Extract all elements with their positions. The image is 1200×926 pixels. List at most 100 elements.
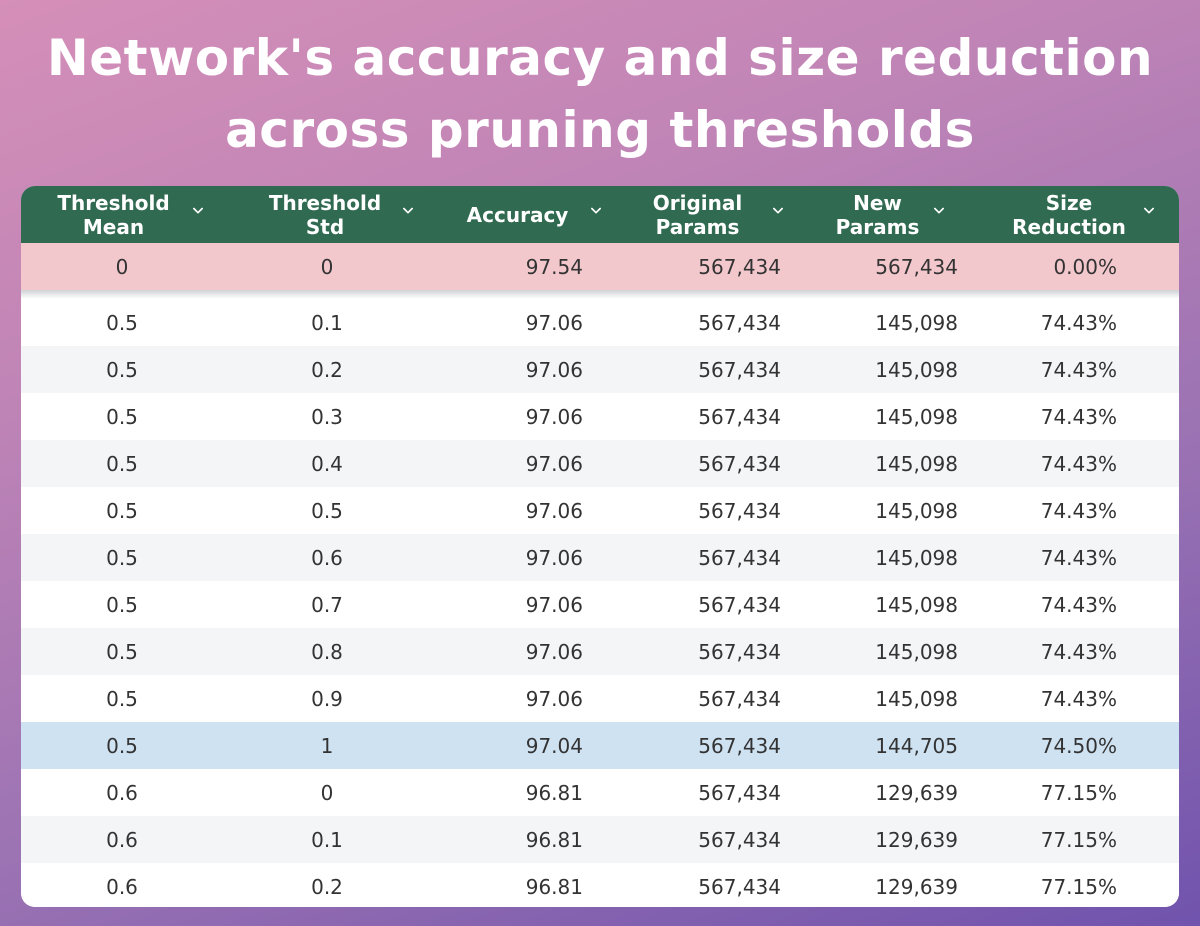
- cell-size-reduction: 74.43%: [1040, 404, 1117, 429]
- chevron-down-icon[interactable]: [193, 206, 203, 216]
- cell-new-params: 145,098: [875, 686, 958, 711]
- chevron-down-icon[interactable]: [591, 206, 601, 216]
- cell-new-params: 145,098: [875, 451, 958, 476]
- column-header-label: New Params: [835, 190, 920, 239]
- cell-threshold-mean: 0.5: [106, 451, 138, 476]
- column-header-label: Threshold Mean: [57, 190, 170, 239]
- cell-threshold-std: 0.2: [311, 874, 343, 899]
- table-row[interactable]: 0.5 1 97.04 567,434 144,705 74.50%: [21, 722, 1179, 769]
- cell-size-reduction: 0.00%: [1053, 254, 1117, 279]
- cell-threshold-std: 0.5: [311, 498, 343, 523]
- column-header-threshold-std[interactable]: Threshold Std: [226, 186, 436, 243]
- table-row[interactable]: 0.5 0.2 97.06 567,434 145,098 74.43%: [21, 346, 1179, 393]
- table-row[interactable]: 0.5 0.8 97.06 567,434 145,098 74.43%: [21, 628, 1179, 675]
- table-row[interactable]: 0.6 0 96.81 567,434 129,639 77.15%: [21, 769, 1179, 816]
- cell-threshold-mean: 0.6: [106, 827, 138, 852]
- pinned-row-divider: [21, 290, 1179, 299]
- cell-accuracy: 97.06: [525, 545, 583, 570]
- cell-accuracy: 97.06: [525, 639, 583, 664]
- column-header-original-params[interactable]: Original Params: [611, 186, 796, 243]
- page-title: Network's accuracy and size reduction ac…: [0, 22, 1200, 166]
- table-row[interactable]: 0.5 0.5 97.06 567,434 145,098 74.43%: [21, 487, 1179, 534]
- cell-original-params: 567,434: [698, 498, 781, 523]
- cell-threshold-std: 0.3: [311, 404, 343, 429]
- cell-size-reduction: 74.43%: [1040, 357, 1117, 382]
- column-header-new-params[interactable]: New Params: [796, 186, 971, 243]
- cell-threshold-std: 0.9: [311, 686, 343, 711]
- column-header-size-reduction[interactable]: Size Reduction: [971, 186, 1179, 243]
- cell-new-params: 145,098: [875, 310, 958, 335]
- cell-threshold-mean: 0.5: [106, 404, 138, 429]
- cell-threshold-mean: 0: [115, 254, 129, 279]
- cell-size-reduction: 74.43%: [1040, 686, 1117, 711]
- table-row[interactable]: 0.6 0.2 96.81 567,434 129,639 77.15%: [21, 863, 1179, 907]
- cell-new-params: 145,098: [875, 357, 958, 382]
- chevron-down-icon[interactable]: [934, 206, 944, 216]
- table-row[interactable]: 0.5 0.7 97.06 567,434 145,098 74.43%: [21, 581, 1179, 628]
- chevron-down-icon[interactable]: [1144, 206, 1154, 216]
- data-table: Threshold Mean Threshold Std Accuracy Origi…: [21, 186, 1179, 907]
- cell-accuracy: 97.54: [525, 254, 583, 279]
- cell-threshold-mean: 0.5: [106, 357, 138, 382]
- cell-new-params: 129,639: [875, 874, 958, 899]
- pinned-row-container: 0 0 97.54 567,434 567,434 0.00%: [21, 243, 1179, 290]
- cell-threshold-std: 0.6: [311, 545, 343, 570]
- cell-threshold-mean: 0.5: [106, 545, 138, 570]
- cell-threshold-std: 0.1: [311, 827, 343, 852]
- cell-original-params: 567,434: [698, 827, 781, 852]
- cell-threshold-std: 0: [320, 254, 334, 279]
- cell-threshold-mean: 0.6: [106, 874, 138, 899]
- pinned-row[interactable]: 0 0 97.54 567,434 567,434 0.00%: [21, 243, 1179, 290]
- cell-size-reduction: 74.43%: [1040, 498, 1117, 523]
- cell-threshold-mean: 0.5: [106, 498, 138, 523]
- cell-threshold-mean: 0.5: [106, 733, 138, 758]
- table-body: 0.5 0.1 97.06 567,434 145,098 74.43% 0.5 0.2 97.…: [21, 299, 1179, 907]
- cell-size-reduction: 74.43%: [1040, 639, 1117, 664]
- cell-size-reduction: 74.43%: [1040, 545, 1117, 570]
- column-header-label: Size Reduction: [1012, 190, 1126, 239]
- cell-threshold-mean: 0.5: [106, 639, 138, 664]
- cell-threshold-std: 0.1: [311, 310, 343, 335]
- cell-original-params: 567,434: [698, 780, 781, 805]
- table-row[interactable]: 0.5 0.9 97.06 567,434 145,098 74.43%: [21, 675, 1179, 722]
- cell-new-params: 145,098: [875, 498, 958, 523]
- cell-accuracy: 97.06: [525, 592, 583, 617]
- table-row[interactable]: 0.5 0.3 97.06 567,434 145,098 74.43%: [21, 393, 1179, 440]
- cell-accuracy: 96.81: [525, 827, 583, 852]
- cell-original-params: 567,434: [698, 404, 781, 429]
- column-header-threshold-mean[interactable]: Threshold Mean: [21, 186, 226, 243]
- cell-original-params: 567,434: [698, 733, 781, 758]
- cell-accuracy: 97.06: [525, 498, 583, 523]
- cell-accuracy: 97.04: [525, 733, 583, 758]
- table-row[interactable]: 0.5 0.1 97.06 567,434 145,098 74.43%: [21, 299, 1179, 346]
- cell-size-reduction: 74.50%: [1040, 733, 1117, 758]
- cell-accuracy: 96.81: [525, 780, 583, 805]
- column-header-accuracy[interactable]: Accuracy: [436, 186, 611, 243]
- cell-new-params: 567,434: [875, 254, 958, 279]
- chevron-down-icon[interactable]: [773, 206, 783, 216]
- table-row[interactable]: 0.5 0.4 97.06 567,434 145,098 74.43%: [21, 440, 1179, 487]
- table-row[interactable]: 0.5 0.6 97.06 567,434 145,098 74.43%: [21, 534, 1179, 581]
- cell-original-params: 567,434: [698, 310, 781, 335]
- table-row[interactable]: 0.6 0.1 96.81 567,434 129,639 77.15%: [21, 816, 1179, 863]
- cell-new-params: 129,639: [875, 780, 958, 805]
- cell-threshold-std: 0.2: [311, 357, 343, 382]
- cell-new-params: 144,705: [875, 733, 958, 758]
- cell-original-params: 567,434: [698, 357, 781, 382]
- cell-size-reduction: 74.43%: [1040, 451, 1117, 476]
- chevron-down-icon[interactable]: [403, 206, 413, 216]
- page-title-line-2: across pruning thresholds: [225, 101, 975, 159]
- cell-original-params: 567,434: [698, 545, 781, 570]
- column-header-label: Threshold Std: [268, 190, 382, 239]
- cell-new-params: 145,098: [875, 404, 958, 429]
- cell-accuracy: 97.06: [525, 686, 583, 711]
- cell-new-params: 145,098: [875, 545, 958, 570]
- cell-threshold-std: 0.7: [311, 592, 343, 617]
- table-header: Threshold Mean Threshold Std Accuracy Origi…: [21, 186, 1179, 243]
- page-title-line-1: Network's accuracy and size reduction: [46, 29, 1154, 87]
- cell-threshold-std: 0.4: [311, 451, 343, 476]
- cell-size-reduction: 77.15%: [1040, 874, 1117, 899]
- cell-accuracy: 97.06: [525, 404, 583, 429]
- cell-new-params: 129,639: [875, 827, 958, 852]
- cell-original-params: 567,434: [698, 592, 781, 617]
